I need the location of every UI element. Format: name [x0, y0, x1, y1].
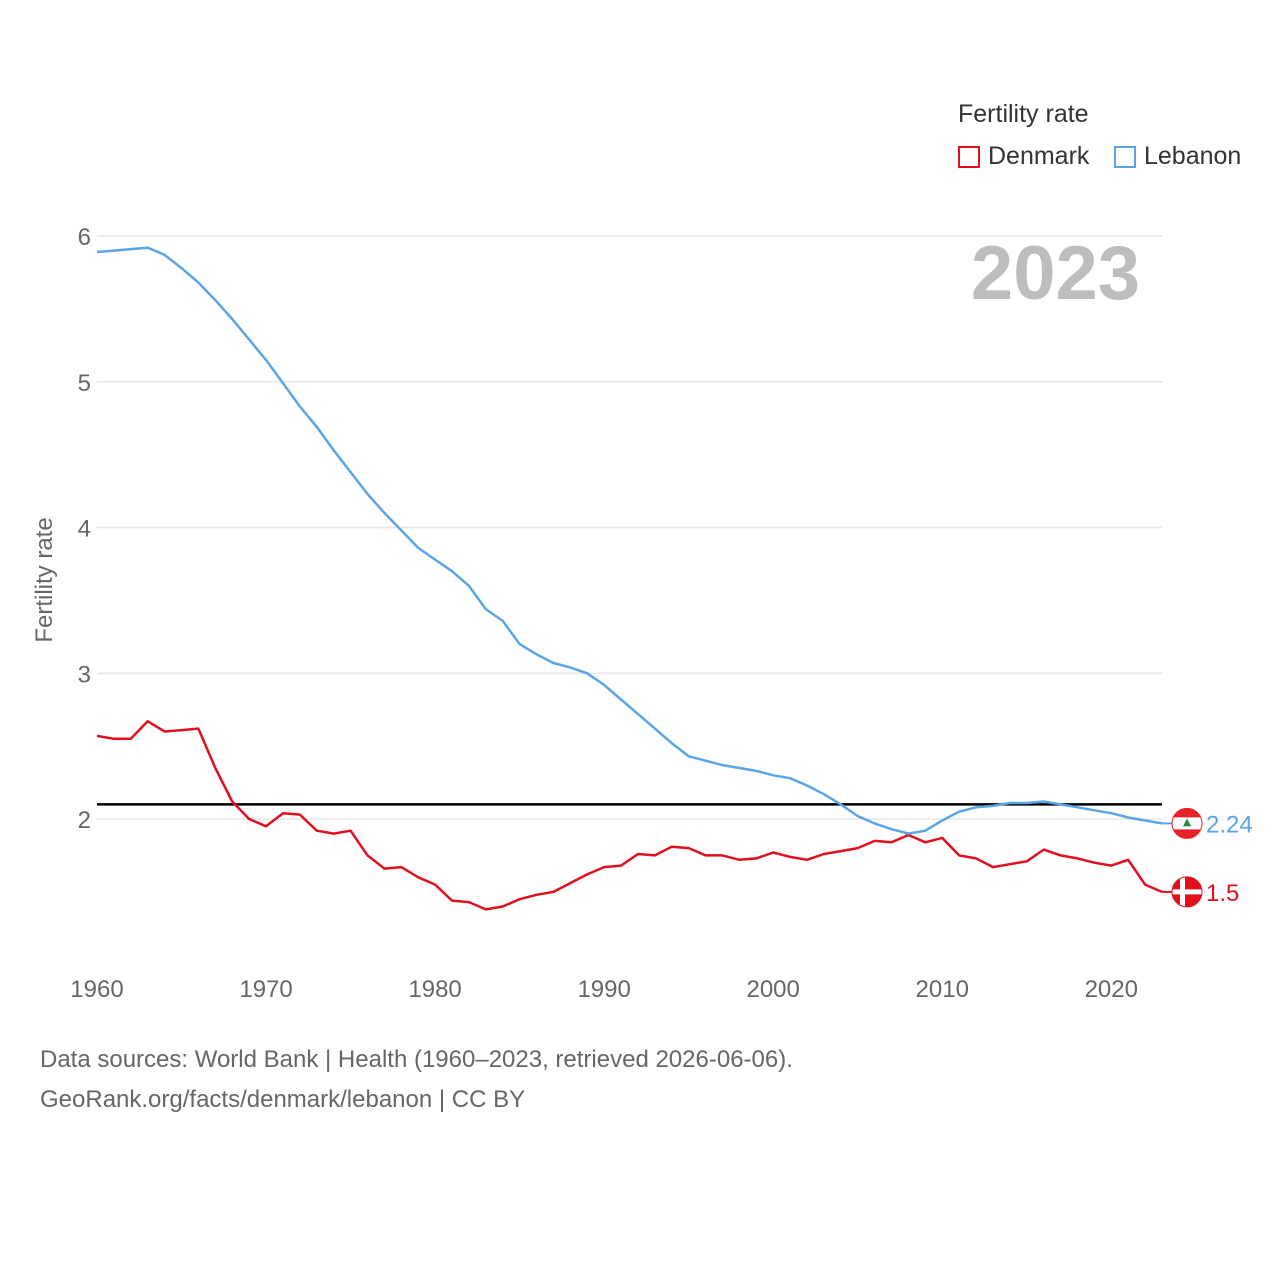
x-tick-1990: 1990 — [577, 976, 630, 1003]
x-tick-2010: 2010 — [916, 976, 969, 1003]
legend-item-denmark[interactable]: Denmark — [958, 142, 1089, 171]
series-line-lebanon — [96, 246, 1163, 835]
denmark-flag-icon — [1171, 876, 1203, 908]
year-label: 2023 — [971, 231, 1140, 316]
y-tick-5: 5 — [78, 370, 91, 397]
y-axis-label: Fertility rate — [31, 517, 58, 642]
x-tick-2020: 2020 — [1085, 976, 1138, 1003]
x-tick-1980: 1980 — [408, 976, 461, 1003]
lebanon-flag-icon — [1171, 807, 1203, 839]
end-markers: 1.5 2.24 — [1162, 807, 1253, 908]
end-label-lebanon: 2.24 — [1206, 811, 1253, 838]
y-tick-2: 2 — [78, 807, 91, 834]
y-tick-6: 6 — [78, 224, 91, 251]
x-tick-1960: 1960 — [70, 976, 123, 1003]
x-tick-1970: 1970 — [239, 976, 292, 1003]
legend-title: Fertility rate — [958, 100, 1089, 128]
footer-attribution[interactable]: GeoRank.org/facts/denmark/lebanon | CC B… — [40, 1086, 526, 1113]
legend-swatch-denmark — [958, 145, 980, 168]
x-tick-2000: 2000 — [746, 976, 799, 1003]
y-axis-ticks: 2 3 4 5 6 — [78, 224, 91, 834]
y-tick-4: 4 — [78, 516, 91, 543]
x-axis-ticks: 1960 1970 1980 1990 2000 2010 2020 — [70, 976, 1138, 1003]
y-tick-3: 3 — [78, 661, 91, 688]
legend-label-lebanon: Lebanon — [1144, 142, 1242, 170]
legend-label-denmark: Denmark — [988, 142, 1090, 170]
footer-sources: Data sources: World Bank | Health (1960–… — [40, 1046, 793, 1073]
end-label-denmark: 1.5 — [1206, 880, 1239, 907]
grid-lines — [97, 235, 1162, 820]
series-lines — [96, 246, 1163, 911]
legend-swatch-lebanon — [1114, 145, 1136, 168]
series-line-denmark — [96, 720, 1163, 911]
legend-item-lebanon[interactable]: Lebanon — [1114, 142, 1241, 171]
